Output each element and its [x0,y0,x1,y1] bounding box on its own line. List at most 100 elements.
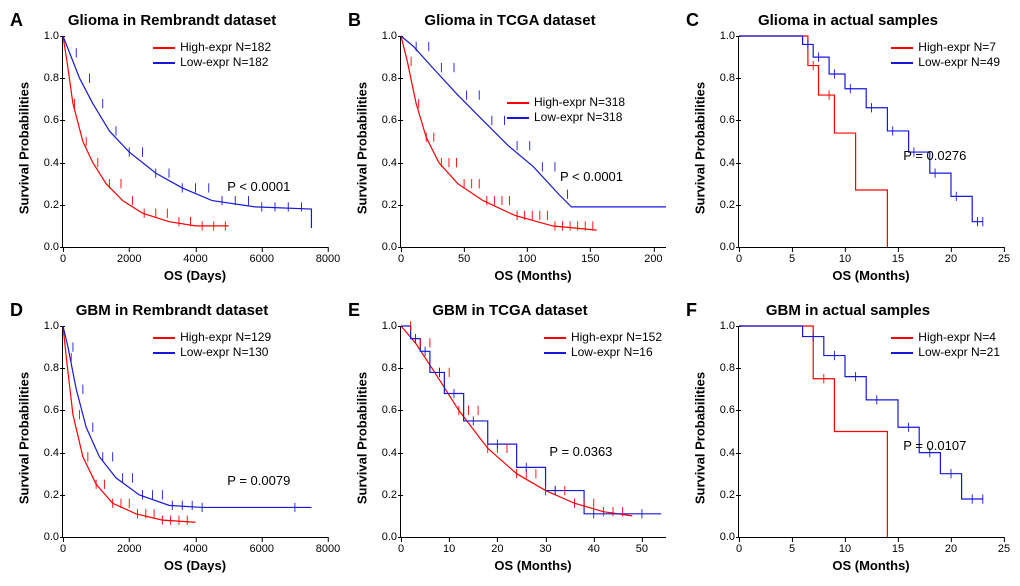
y-axis-label: Survival Probabilities [17,372,32,504]
p-value: P = 0.0276 [903,148,966,163]
y-axis-label: Survival Probabilities [693,82,708,214]
legend-label-high: High-expr N=129 [180,330,271,345]
legend-swatch-low [891,352,913,354]
panel-b: BGlioma in TCGA datasetSurvival Probabil… [348,10,672,286]
legend-swatch-low [507,117,529,119]
y-tick: 0.4 [371,447,397,459]
y-tick: 0.6 [33,404,59,416]
legend-swatch-high [507,102,529,104]
legend-label-high: High-expr N=152 [571,330,662,345]
x-tick: 0 [60,543,66,555]
x-tick: 6000 [250,253,274,265]
p-value: P = 0.0107 [903,438,966,453]
x-tick: 2000 [117,543,141,555]
legend-swatch-high [153,47,175,49]
plot-area: 020004000600080000.00.20.40.60.81.0 High… [62,36,328,248]
legend-item-low: Low-expr N=182 [153,55,271,70]
legend-swatch-high [544,337,566,339]
x-tick: 30 [539,543,551,555]
legend-swatch-low [153,352,175,354]
y-tick: 0.2 [371,489,397,501]
legend-label-low: Low-expr N=16 [571,345,653,360]
x-axis-label: OS (Months) [738,558,1004,573]
y-tick: 0.4 [371,157,397,169]
x-tick: 20 [945,253,957,265]
plot-area: 010203040500.00.20.40.60.81.0 High-expr … [400,326,666,538]
x-tick: 8000 [316,543,340,555]
y-tick: 0.8 [33,72,59,84]
p-value: P < 0.0001 [560,169,623,184]
legend-item-low: Low-expr N=130 [153,345,271,360]
legend-item-low: Low-expr N=16 [544,345,662,360]
y-tick: 0.8 [709,362,735,374]
p-value: P = 0.0363 [549,444,612,459]
x-tick: 10 [839,253,851,265]
legend-item-high: High-expr N=129 [153,330,271,345]
panel-title: GBM in Rembrandt dataset [10,302,334,319]
panel-title: Glioma in TCGA dataset [348,12,672,29]
panel-title: Glioma in Rembrandt dataset [10,12,334,29]
x-tick: 5 [789,543,795,555]
x-tick: 50 [636,543,648,555]
legend-item-low: Low-expr N=21 [891,345,1000,360]
panel-d: DGBM in Rembrandt datasetSurvival Probab… [10,300,334,576]
x-tick: 100 [518,253,536,265]
y-tick: 0.8 [33,362,59,374]
x-tick: 20 [491,543,503,555]
x-tick: 4000 [183,253,207,265]
plot-area: 0501001502000.00.20.40.60.81.0 High-expr… [400,36,666,248]
legend-swatch-low [891,62,913,64]
x-tick: 200 [644,253,662,265]
legend-item-high: High-expr N=7 [891,40,1000,55]
y-tick: 0.2 [33,199,59,211]
x-tick: 5 [789,253,795,265]
legend-swatch-high [891,47,913,49]
y-tick: 0.0 [33,241,59,253]
y-tick: 1.0 [709,30,735,42]
legend-label-high: High-expr N=182 [180,40,271,55]
y-tick: 1.0 [33,320,59,332]
legend: High-expr N=318 Low-expr N=318 [507,95,625,125]
y-tick: 0.8 [371,72,397,84]
x-tick: 10 [443,543,455,555]
legend-item-low: Low-expr N=318 [507,110,625,125]
legend: High-expr N=4 Low-expr N=21 [891,330,1000,360]
y-tick: 0.4 [709,447,735,459]
x-axis-label: OS (Months) [738,268,1004,283]
y-tick: 0.6 [33,114,59,126]
y-tick: 0.6 [371,404,397,416]
y-tick: 1.0 [709,320,735,332]
legend-label-high: High-expr N=7 [918,40,996,55]
legend-label-low: Low-expr N=130 [180,345,268,360]
legend-label-high: High-expr N=318 [534,95,625,110]
y-tick: 0.4 [709,157,735,169]
x-tick: 50 [458,253,470,265]
legend-swatch-high [153,337,175,339]
legend: High-expr N=152 Low-expr N=16 [544,330,662,360]
y-tick: 0.6 [709,404,735,416]
panel-title: GBM in actual samples [686,302,1010,319]
y-tick: 0.0 [709,531,735,543]
x-tick: 2000 [117,253,141,265]
y-tick: 0.6 [709,114,735,126]
x-tick: 10 [839,543,851,555]
y-tick: 0.2 [33,489,59,501]
y-tick: 1.0 [371,320,397,332]
y-tick: 0.6 [371,114,397,126]
legend-item-low: Low-expr N=49 [891,55,1000,70]
y-tick: 0.8 [371,362,397,374]
x-tick: 0 [398,253,404,265]
x-tick: 4000 [183,543,207,555]
legend-label-high: High-expr N=4 [918,330,996,345]
x-tick: 8000 [316,253,340,265]
y-tick: 0.4 [33,447,59,459]
x-tick: 15 [892,253,904,265]
y-tick: 1.0 [371,30,397,42]
x-axis-label: OS (Months) [400,268,666,283]
y-tick: 0.0 [371,531,397,543]
legend-label-low: Low-expr N=49 [918,55,1000,70]
y-tick: 0.0 [371,241,397,253]
x-tick: 6000 [250,543,274,555]
legend-label-low: Low-expr N=21 [918,345,1000,360]
legend-item-high: High-expr N=182 [153,40,271,55]
